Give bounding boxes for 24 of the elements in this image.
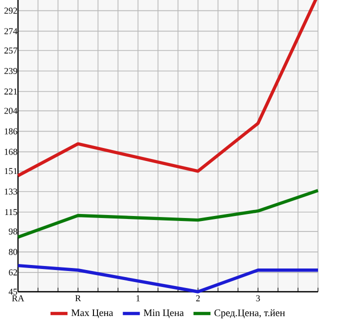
x-tick-label: 1 bbox=[136, 295, 140, 302]
y-tick-label: 186 bbox=[4, 128, 18, 134]
y-tick-label: 151 bbox=[4, 168, 17, 174]
y-tick-label: 133 bbox=[4, 188, 18, 195]
line-series bbox=[16, 188, 320, 239]
y-tick-label: 204 bbox=[4, 108, 18, 114]
x-tick-label: 2 bbox=[196, 295, 200, 302]
y-tick-label: 45 bbox=[8, 288, 18, 295]
y-tick-label: 80 bbox=[8, 248, 18, 255]
y-tick-label: 98 bbox=[8, 228, 18, 234]
y-tick-label: 239 bbox=[4, 68, 18, 74]
x-tick-label: R bbox=[75, 295, 81, 302]
x-tick-label: 3 bbox=[256, 295, 260, 302]
legend-label: Max Цена bbox=[71, 309, 114, 318]
y-tick-label: 274 bbox=[4, 28, 18, 34]
y-tick-label: 221 bbox=[4, 88, 17, 94]
y-tick-label: 62 bbox=[8, 269, 17, 276]
y-tick-label: 115 bbox=[5, 209, 18, 216]
y-tick-label: 257 bbox=[4, 48, 18, 54]
x-tick-label: RA bbox=[12, 295, 24, 302]
y-tick-label: 168 bbox=[4, 148, 18, 155]
legend-label: Сред.Цена, т.йен bbox=[214, 309, 285, 318]
y-tick-label: 292 bbox=[4, 8, 17, 14]
legend-label: Min Цена bbox=[144, 309, 184, 318]
